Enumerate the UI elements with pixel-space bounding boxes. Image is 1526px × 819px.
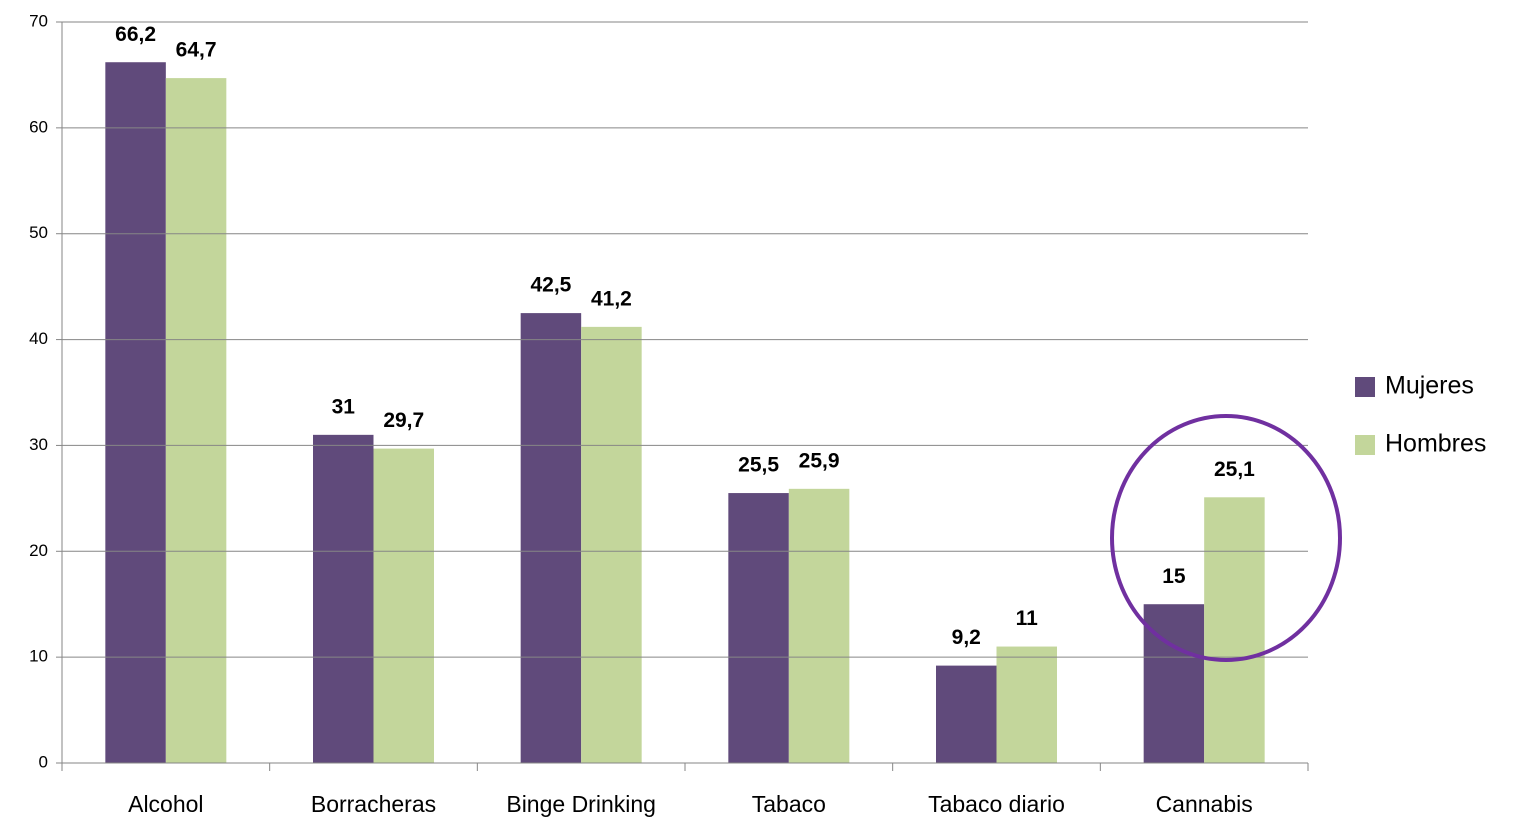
- y-tick-label: 20: [29, 541, 48, 560]
- y-tick-label: 10: [29, 647, 48, 666]
- data-label: 64,7: [176, 39, 217, 62]
- data-label: 25,9: [799, 449, 840, 472]
- data-label: 15: [1162, 565, 1186, 588]
- bar: [373, 448, 434, 763]
- x-tick-label: Cannabis: [1156, 791, 1253, 817]
- data-label: 29,7: [383, 409, 424, 432]
- highlight-circle: [1110, 414, 1342, 662]
- x-tick-label: Tabaco diario: [928, 791, 1065, 817]
- data-label: 42,5: [530, 274, 571, 297]
- bar: [105, 62, 166, 764]
- y-tick-label: 30: [29, 435, 48, 454]
- bar: [996, 646, 1057, 763]
- bar: [728, 493, 789, 763]
- bar: [581, 326, 642, 763]
- legend-swatch: [1355, 377, 1375, 397]
- x-tick-label: Tabaco: [752, 791, 826, 817]
- data-label: 9,2: [952, 626, 981, 649]
- y-tick-label: 50: [29, 223, 48, 242]
- y-tick-label: 60: [29, 117, 48, 136]
- x-tick-label: Binge Drinking: [506, 791, 656, 817]
- bar: [1204, 497, 1265, 763]
- y-tick-label: 70: [29, 11, 48, 30]
- legend-label: Hombres: [1385, 430, 1486, 458]
- x-tick-label: Alcohol: [128, 791, 203, 817]
- bar: [788, 488, 850, 763]
- bar: [1143, 604, 1205, 763]
- legend-label: Mujeres: [1385, 372, 1474, 400]
- data-label: 11: [1016, 607, 1039, 630]
- data-label: 25,1: [1214, 458, 1255, 481]
- y-tick-label: 0: [39, 752, 48, 771]
- x-tick-label: Borracheras: [311, 791, 436, 817]
- bar: [165, 78, 227, 763]
- data-label: 66,2: [115, 23, 156, 46]
- legend-swatch: [1355, 435, 1375, 455]
- bar: [936, 665, 997, 763]
- bar: [313, 434, 374, 763]
- y-tick-label: 40: [29, 329, 48, 348]
- data-label: 41,2: [591, 287, 632, 310]
- data-label: 31: [332, 395, 356, 418]
- data-label: 25,5: [738, 454, 779, 477]
- bar: [520, 313, 582, 763]
